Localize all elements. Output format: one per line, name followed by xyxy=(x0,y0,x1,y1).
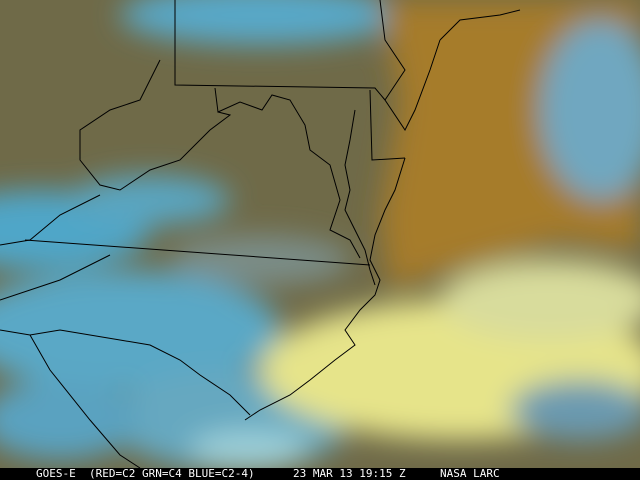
state-boundaries xyxy=(0,0,521,468)
image-caption-bar: GOES-E (RED=C2 GRN=C4 BLUE=C2-4) 23 MAR … xyxy=(0,468,640,480)
channel-composition: (RED=C2 GRN=C4 BLUE=C2-4) xyxy=(89,467,255,480)
satellite-label: GOES-E xyxy=(36,467,76,480)
source-label: NASA LARC xyxy=(440,467,500,480)
satellite-imagery xyxy=(0,0,640,468)
cloud-fields xyxy=(0,0,640,468)
observation-datetime: 23 MAR 13 19:15 Z xyxy=(293,467,406,480)
